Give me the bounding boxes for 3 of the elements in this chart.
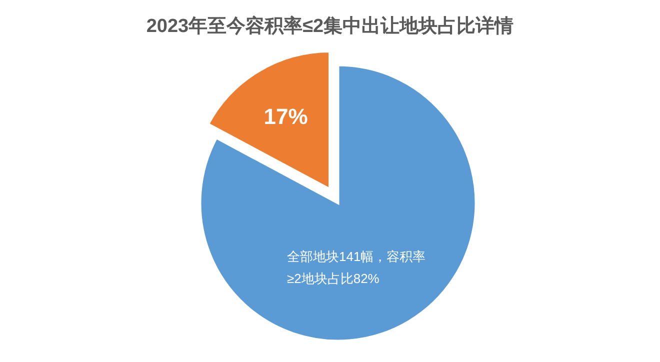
data-label: 17%	[264, 104, 308, 129]
title: 2023年至今容积率≤2集中出让地块占比详情	[146, 16, 514, 37]
data-label: 全部地块141幅，容积率≥2地块占比82%	[286, 248, 427, 288]
